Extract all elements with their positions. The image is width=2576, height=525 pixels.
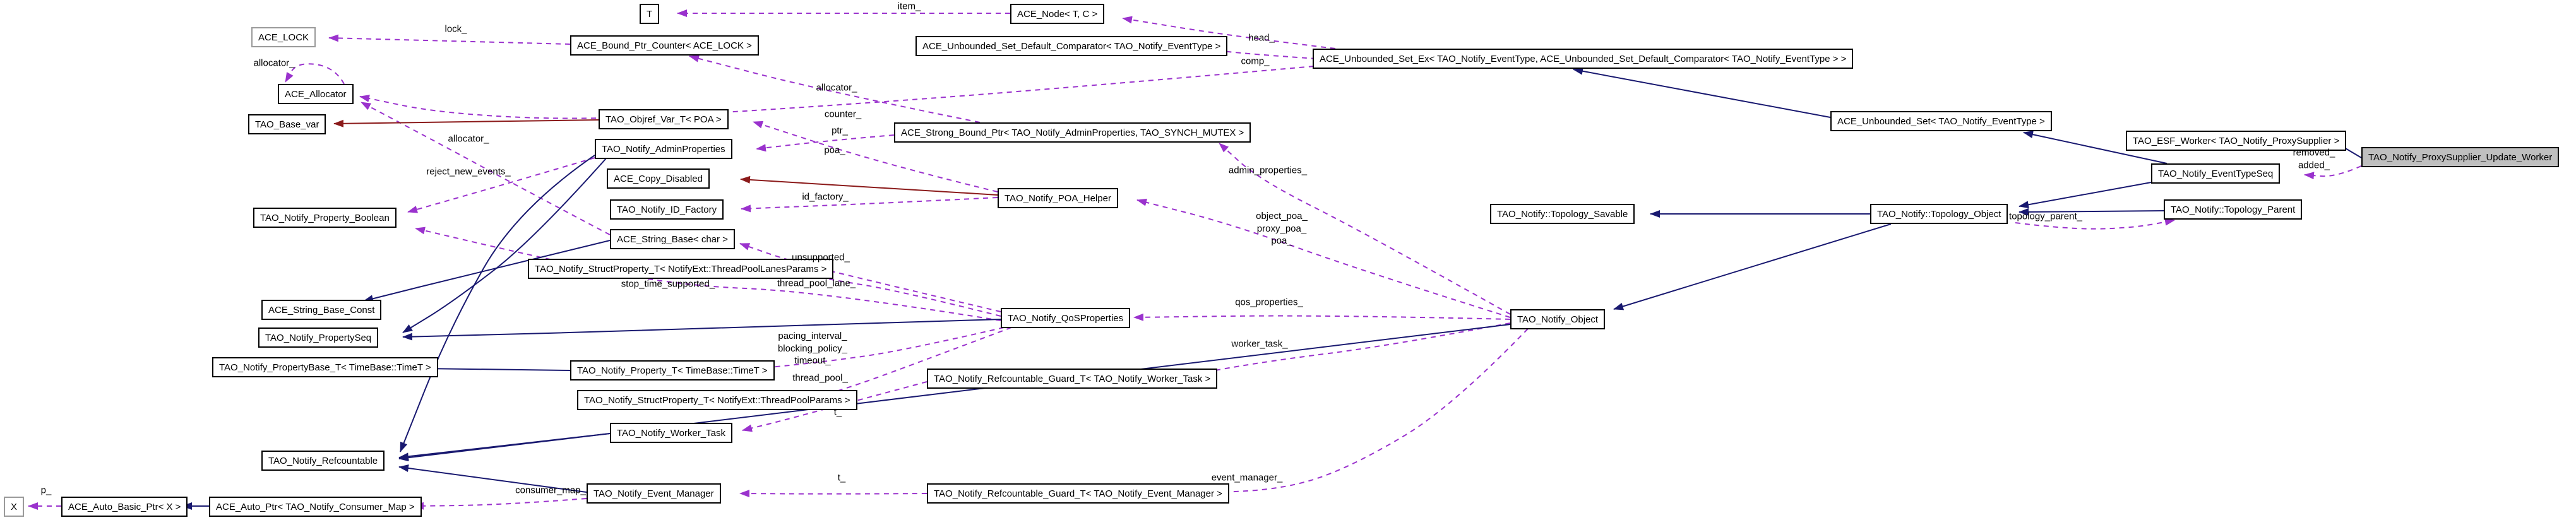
node-eventtypeseq[interactable]: TAO_Notify_EventTypeSeq: [2151, 163, 2281, 184]
edge-poa_helper-objref_var: [753, 121, 998, 192]
node-t_param[interactable]: T: [640, 4, 660, 24]
edge-poa_helper-copy_disabled: [740, 175, 998, 196]
edge-guard_worker-worker_task: [742, 381, 927, 432]
edge-qos_properties-property_seq: [402, 319, 1001, 341]
node-ace_node[interactable]: ACE_Node< T, C >: [1010, 4, 1105, 24]
edge-unbounded_set_ex-ace_allocator: [359, 66, 1315, 119]
node-copy_disabled[interactable]: ACE_Copy_Disabled: [607, 168, 710, 189]
edge-unbounded_set-unbounded_set_ex: [1573, 67, 1831, 118]
node-worker_task[interactable]: TAO_Notify_Worker_Task: [610, 423, 732, 443]
node-property_t[interactable]: TAO_Notify_Property_T< TimeBase::TimeT >: [570, 360, 775, 380]
edge-admin_properties-property_boolean: [407, 157, 595, 213]
node-structprop_pool[interactable]: TAO_Notify_StructProperty_T< NotifyExt::…: [577, 390, 857, 410]
edge-unbounded_set_ex-set_comparator: [1195, 45, 1317, 59]
edge-property_t-property_base_t: [423, 365, 571, 373]
node-unbounded_set[interactable]: ACE_Unbounded_Set< TAO_Notify_EventType …: [1830, 111, 2052, 131]
node-string_base_char[interactable]: ACE_String_Base< char >: [610, 229, 735, 249]
node-tao_base_var[interactable]: TAO_Base_var: [248, 114, 326, 134]
node-event_manager[interactable]: TAO_Notify_Event_Manager: [587, 483, 721, 504]
edge-event_manager-auto_ptr: [414, 498, 587, 510]
node-topology_parent[interactable]: TAO_Notify::Topology_Parent: [2164, 199, 2303, 220]
edge-notify_object-qos_properties: [1133, 313, 1511, 321]
edge-bound_ptr_counter-ace_lock: [328, 34, 571, 45]
node-property_boolean[interactable]: TAO_Notify_Property_Boolean: [253, 208, 397, 228]
node-unbounded_set_ex[interactable]: ACE_Unbounded_Set_Ex< TAO_Notify_EventTy…: [1313, 49, 1854, 69]
node-property_seq[interactable]: TAO_Notify_PropertySeq: [258, 327, 379, 348]
edge-eventtypeseq-unbounded_set: [2023, 131, 2168, 164]
node-guard_worker[interactable]: TAO_Notify_Refcountable_Guard_T< TAO_Not…: [927, 369, 1218, 389]
edge-notify_object-poa_helper: [1136, 198, 1511, 318]
edge-string_base_char-string_base_const: [363, 240, 611, 303]
edge-qos_properties-property_t: [751, 327, 1005, 372]
edge-topology_object-notify_object: [1613, 223, 1892, 310]
node-string_base_const[interactable]: ACE_String_Base_Const: [261, 300, 382, 320]
edge-eventtypeseq-topology_object: [2018, 182, 2152, 209]
node-property_base_t[interactable]: TAO_Notify_PropertyBase_T< TimeBase::Tim…: [212, 357, 438, 377]
node-auto_basic_ptr[interactable]: ACE_Auto_Basic_Ptr< X >: [61, 497, 188, 517]
edge-admin_properties-refcountable: [400, 155, 595, 452]
edge-worker_task-refcountable: [398, 433, 611, 461]
node-admin_properties[interactable]: TAO_Notify_AdminProperties: [595, 139, 732, 159]
edge-qos_properties-structprop_pool: [808, 327, 1012, 400]
edge-unbounded_set_ex-ace_node: [1122, 16, 1336, 49]
edge-strong_bound_ptr-bound_ptr_counter: [689, 54, 981, 123]
edge-poa_helper-id_factory: [741, 197, 998, 213]
node-topology_savable[interactable]: TAO_Notify::Topology_Savable: [1490, 204, 1635, 224]
node-update_worker[interactable]: TAO_Notify_ProxySupplier_Update_Worker: [2361, 147, 2560, 167]
edge-notify_object-strong_bound_ptr: [1219, 143, 1511, 315]
node-auto_ptr[interactable]: ACE_Auto_Ptr< TAO_Notify_Consumer_Map >: [209, 497, 422, 517]
node-strong_bound_ptr[interactable]: ACE_Strong_Bound_Ptr< TAO_Notify_AdminPr…: [894, 122, 1251, 143]
edge-topology_object-topology_parent: [2015, 218, 2175, 230]
edge-notify_object-guard_worker: [1189, 322, 1511, 377]
edge-objref_var-tao_base_var: [333, 119, 599, 127]
node-qos_properties[interactable]: TAO_Notify_QoSProperties: [1001, 308, 1131, 328]
edge-qos_properties-property_boolean: [415, 227, 1001, 321]
edge-notify_object-guard_event_manager: [1194, 328, 1529, 497]
node-poa_helper[interactable]: TAO_Notify_POA_Helper: [998, 188, 1118, 208]
node-topology_object[interactable]: TAO_Notify::Topology_Object: [1870, 204, 2008, 224]
node-bound_ptr_counter[interactable]: ACE_Bound_Ptr_Counter< ACE_LOCK >: [570, 35, 759, 56]
node-ace_allocator[interactable]: ACE_Allocator: [278, 84, 354, 104]
edge-admin_properties-property_seq: [402, 158, 607, 333]
node-objref_var[interactable]: TAO_Objref_Var_T< POA >: [599, 109, 729, 129]
edge-ace_allocator-ace_allocator: [285, 63, 345, 85]
node-id_factory[interactable]: TAO_Notify_ID_Factory: [610, 199, 724, 220]
edge-topology_parent-topology_object: [2018, 208, 2164, 216]
edge-event_manager-refcountable: [398, 464, 587, 493]
edge-guard_event_manager-event_manager: [739, 490, 927, 498]
node-guard_event_manager[interactable]: TAO_Notify_Refcountable_Guard_T< TAO_Not…: [927, 483, 1229, 504]
node-refcountable[interactable]: TAO_Notify_Refcountable: [261, 451, 385, 471]
node-structprop_lanes[interactable]: TAO_Notify_StructProperty_T< NotifyExt::…: [528, 259, 834, 279]
node-ace_lock[interactable]: ACE_LOCK: [251, 27, 316, 47]
node-set_comparator[interactable]: ACE_Unbounded_Set_Default_Comparator< TA…: [915, 36, 1228, 56]
edge-strong_bound_ptr-admin_properties: [756, 134, 895, 152]
node-notify_object[interactable]: TAO_Notify_Object: [1510, 309, 1606, 329]
edge-update_worker-eventtypeseq: [2304, 165, 2362, 180]
node-x_param[interactable]: X: [4, 497, 25, 517]
node-esf_worker[interactable]: TAO_ESF_Worker< TAO_Notify_ProxySupplier…: [2126, 131, 2347, 151]
